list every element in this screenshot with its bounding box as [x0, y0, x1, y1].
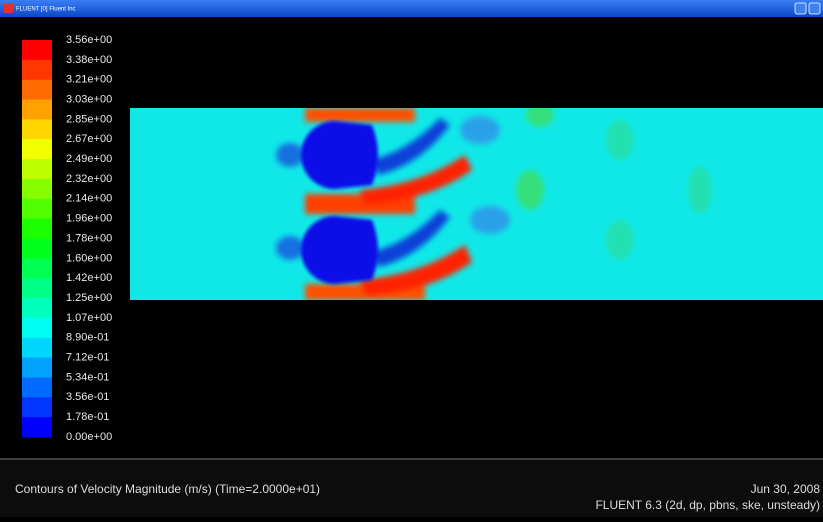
color-swatch	[22, 119, 52, 140]
cylinder	[301, 121, 378, 189]
colorbar-label: 3.03e+00	[66, 93, 112, 105]
colorbar: 3.56e+00 3.38e+00 3.21e+00 3.03e+00 2.85e+00…	[22, 34, 112, 443]
app-icon	[4, 4, 13, 13]
colorbar-label: 2.14e+00	[66, 193, 112, 205]
flow-domain	[130, 108, 823, 300]
colorbar-label: 1.60e+00	[66, 252, 112, 264]
color-swatch	[22, 238, 52, 259]
plot-description: Contours of Velocity Magnitude (m/s) (Ti…	[15, 482, 320, 496]
colorbar-label: 1.78e-01	[66, 411, 109, 423]
cylinder	[301, 216, 378, 284]
color-swatch	[22, 377, 52, 398]
color-swatch	[22, 59, 52, 81]
colorbar-label: 7.12e-01	[66, 352, 109, 364]
colorbar-label: 8.90e-01	[66, 332, 109, 344]
colorbar-label: 1.96e+00	[66, 213, 112, 225]
colorbar-label: 3.21e+00	[66, 74, 112, 86]
solver-version: FLUENT 6.3 (2d, dp, pbns, ske, unsteady)	[595, 498, 820, 512]
colorbar-label: 0.00e+00	[66, 431, 112, 443]
maximize-button[interactable]	[808, 2, 821, 15]
colorbar-label: 2.85e+00	[66, 113, 112, 125]
window-title: FLUENT [0] Fluent Inc	[16, 7, 76, 13]
plot-date: Jun 30, 2008	[751, 482, 821, 496]
color-swatch	[22, 397, 52, 418]
color-swatch	[22, 178, 52, 200]
color-swatch	[22, 298, 52, 319]
color-swatch	[22, 258, 52, 279]
color-swatch	[22, 337, 52, 359]
color-swatch	[22, 317, 52, 339]
color-swatch	[22, 417, 52, 438]
color-swatch	[22, 278, 52, 299]
color-swatch	[22, 79, 52, 101]
color-swatch	[22, 357, 52, 378]
colorbar-label: 5.34e-01	[66, 371, 109, 383]
colorbar-label: 1.78e+00	[66, 232, 112, 244]
colorbar-label: 3.38e+00	[66, 54, 112, 66]
colorbar-label: 3.56e-01	[66, 391, 109, 403]
color-swatch	[22, 139, 52, 160]
color-swatch	[22, 218, 52, 239]
colorbar-label: 3.56e+00	[66, 34, 112, 46]
colorbar-label: 2.49e+00	[66, 153, 112, 165]
colorbar-label: 1.07e+00	[66, 312, 112, 324]
footer	[0, 459, 823, 517]
color-swatch	[22, 198, 52, 220]
color-swatch	[22, 40, 52, 61]
minimize-button[interactable]	[794, 2, 807, 15]
colorbar-label: 2.67e+00	[66, 133, 112, 145]
color-swatch	[22, 99, 52, 120]
colorbar-label: 1.42e+00	[66, 272, 112, 284]
title-bar	[0, 0, 823, 17]
colorbar-label: 1.25e+00	[66, 292, 112, 304]
color-swatch	[22, 159, 52, 180]
colorbar-label: 2.32e+00	[66, 173, 112, 185]
